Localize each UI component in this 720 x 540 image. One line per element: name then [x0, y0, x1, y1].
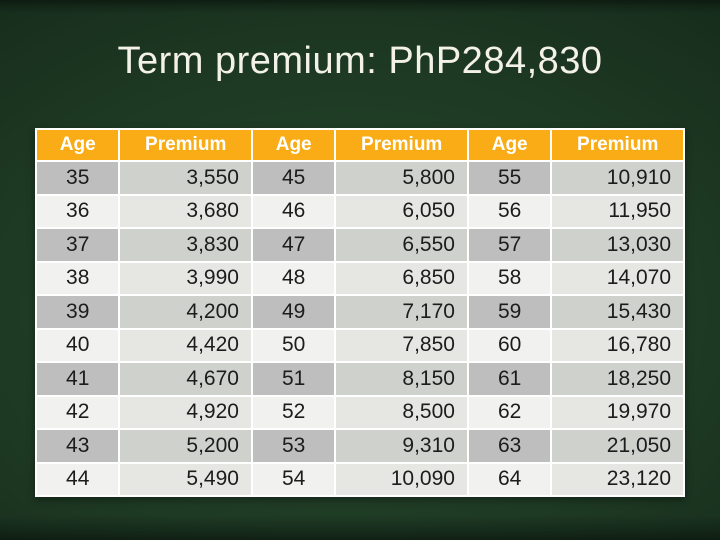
table-row: 37 3,830 47 6,550 57 13,030 [37, 229, 683, 261]
premium-cell: 19,970 [552, 396, 683, 428]
age-cell: 62 [468, 396, 551, 428]
age-cell: 59 [468, 296, 551, 328]
premium-cell: 6,850 [336, 262, 467, 294]
age-cell: 43 [37, 430, 119, 462]
age-cell: 46 [252, 195, 335, 227]
age-cell: 36 [37, 195, 119, 227]
age-cell: 44 [37, 463, 119, 495]
column-header-premium: Premium [336, 130, 467, 160]
age-cell: 37 [37, 229, 119, 261]
premium-cell: 4,670 [120, 363, 251, 395]
age-cell: 39 [37, 296, 119, 328]
age-cell: 63 [468, 430, 551, 462]
premium-cell: 10,090 [336, 463, 467, 495]
column-header-premium: Premium [552, 130, 683, 160]
premium-cell: 4,920 [120, 396, 251, 428]
premium-cell: 9,310 [336, 430, 467, 462]
age-cell: 47 [252, 229, 335, 261]
table-row: 36 3,680 46 6,050 56 11,950 [37, 195, 683, 227]
age-cell: 48 [252, 262, 335, 294]
table-row: 44 5,490 54 10,090 64 23,120 [37, 463, 683, 495]
premium-cell: 16,780 [552, 329, 683, 361]
premium-cell: 7,850 [336, 329, 467, 361]
age-cell: 55 [468, 162, 551, 194]
premium-cell: 3,550 [120, 162, 251, 194]
column-header-premium: Premium [120, 130, 251, 160]
age-cell: 45 [252, 162, 335, 194]
premium-cell: 10,910 [552, 162, 683, 194]
premium-cell: 8,500 [336, 396, 467, 428]
premium-table-container: Age Premium Age Premium Age Premium 35 3,550 45… [35, 128, 685, 497]
age-cell: 51 [252, 363, 335, 395]
age-cell: 41 [37, 363, 119, 395]
premium-cell: 3,680 [120, 195, 251, 227]
age-cell: 40 [37, 329, 119, 361]
premium-cell: 23,120 [552, 463, 683, 495]
header-row: Age Premium Age Premium Age Premium [37, 130, 683, 160]
age-cell: 35 [37, 162, 119, 194]
age-cell: 60 [468, 329, 551, 361]
premium-table: Age Premium Age Premium Age Premium 35 3,550 45… [35, 128, 685, 497]
age-cell: 38 [37, 262, 119, 294]
premium-cell: 5,800 [336, 162, 467, 194]
table-row: 43 5,200 53 9,310 63 21,050 [37, 430, 683, 462]
premium-cell: 8,150 [336, 363, 467, 395]
age-cell: 49 [252, 296, 335, 328]
column-header-age: Age [252, 130, 335, 160]
age-cell: 52 [252, 396, 335, 428]
table-row: 40 4,420 50 7,850 60 16,780 [37, 329, 683, 361]
age-cell: 50 [252, 329, 335, 361]
age-cell: 58 [468, 262, 551, 294]
age-cell: 61 [468, 363, 551, 395]
age-cell: 54 [252, 463, 335, 495]
table-row: 35 3,550 45 5,800 55 10,910 [37, 162, 683, 194]
premium-cell: 3,830 [120, 229, 251, 261]
premium-cell: 6,050 [336, 195, 467, 227]
premium-cell: 3,990 [120, 262, 251, 294]
premium-cell: 6,550 [336, 229, 467, 261]
premium-cell: 13,030 [552, 229, 683, 261]
premium-cell: 4,420 [120, 329, 251, 361]
age-cell: 53 [252, 430, 335, 462]
table-row: 39 4,200 49 7,170 59 15,430 [37, 296, 683, 328]
premium-cell: 11,950 [552, 195, 683, 227]
table-body: 35 3,550 45 5,800 55 10,910 36 3,680 46 6,050 56 11… [37, 162, 683, 495]
premium-cell: 7,170 [336, 296, 467, 328]
premium-cell: 21,050 [552, 430, 683, 462]
premium-cell: 18,250 [552, 363, 683, 395]
age-cell: 42 [37, 396, 119, 428]
column-header-age: Age [37, 130, 119, 160]
premium-cell: 5,200 [120, 430, 251, 462]
table-row: 38 3,990 48 6,850 58 14,070 [37, 262, 683, 294]
slide-title: Term premium: PhP284,830 [117, 40, 603, 82]
age-cell: 57 [468, 229, 551, 261]
premium-cell: 15,430 [552, 296, 683, 328]
premium-cell: 4,200 [120, 296, 251, 328]
age-cell: 64 [468, 463, 551, 495]
age-cell: 56 [468, 195, 551, 227]
table-row: 41 4,670 51 8,150 61 18,250 [37, 363, 683, 395]
premium-cell: 14,070 [552, 262, 683, 294]
premium-cell: 5,490 [120, 463, 251, 495]
table-row: 42 4,920 52 8,500 62 19,970 [37, 396, 683, 428]
column-header-age: Age [468, 130, 551, 160]
